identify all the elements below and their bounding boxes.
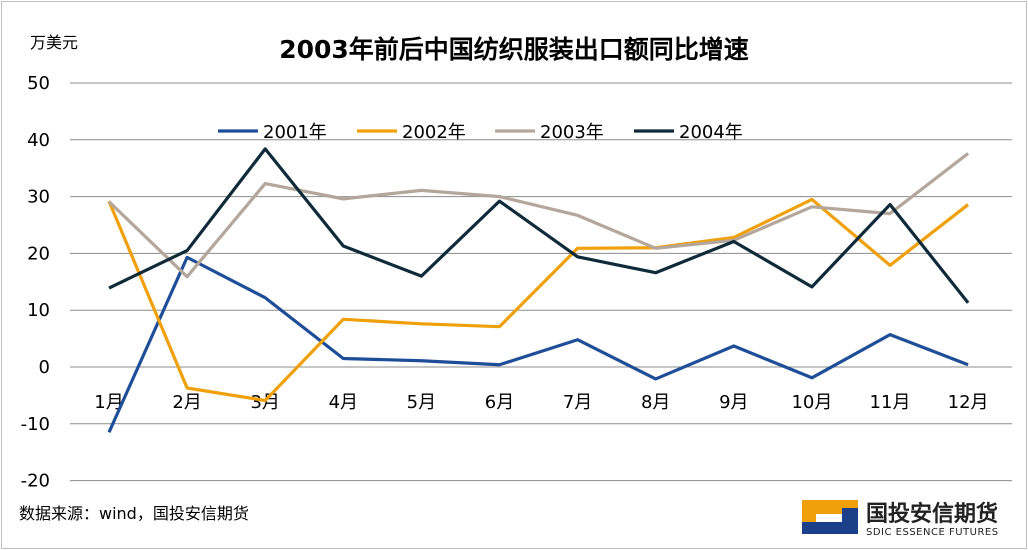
x-tick-label: 2月: [172, 392, 201, 413]
series-line-4: [108, 147, 970, 304]
y-tick-label: 10: [27, 300, 50, 321]
x-tick-label: 11月: [870, 392, 911, 413]
y-axis-ticks: -20 -10 0 10 20 30 40 50: [21, 73, 50, 492]
source-note: 数据来源：wind，国投安信期货: [19, 504, 249, 523]
y-tick-label: 0: [39, 357, 50, 378]
y-tick-label: 30: [27, 187, 50, 208]
y-tick-label: 50: [27, 73, 50, 94]
logo-cn-text: 国投安信期货: [866, 501, 998, 527]
logo-en-text: SDIC ESSENCE FUTURES: [866, 527, 999, 538]
x-tick-label: 8月: [641, 392, 670, 413]
y-tick-label: 40: [27, 130, 50, 151]
x-tick-label: 4月: [329, 392, 358, 413]
legend-label: 2004年: [679, 122, 743, 143]
legend-label: 2001年: [263, 122, 327, 143]
y-tick-label: -20: [21, 471, 50, 492]
legend-label: 2002年: [402, 122, 466, 143]
x-axis-ticks: 1月 2月 3月 4月 5月 6月 7月 8月 9月 10月 11月 12月: [94, 392, 988, 413]
legend-label: 2003年: [540, 122, 604, 143]
brand-logo: 国投安信期货 SDIC ESSENCE FUTURES: [802, 500, 999, 538]
chart-title: 2003年前后中国纺织服装出口额同比增速: [279, 35, 749, 64]
y-tick-label: 20: [27, 243, 50, 264]
x-tick-label: 6月: [485, 392, 514, 413]
series-line-2: [107, 197, 970, 403]
x-tick-label: 3月: [250, 392, 279, 413]
x-tick-label: 9月: [719, 392, 748, 413]
series-line-3: [107, 152, 970, 279]
y-tick-label: -10: [21, 414, 50, 435]
logo-mark-icon: [802, 500, 858, 534]
series-line-1: [107, 255, 969, 433]
legend: 2001年 2002年 2003年 2004年: [218, 122, 743, 143]
x-tick-label: 12月: [948, 392, 989, 413]
x-tick-label: 7月: [563, 392, 592, 413]
x-tick-label: 10月: [791, 392, 832, 413]
y-axis-unit: 万美元: [30, 33, 78, 52]
series-lines: [107, 147, 970, 433]
x-tick-label: 5月: [407, 392, 436, 413]
x-tick-label: 1月: [94, 392, 123, 413]
